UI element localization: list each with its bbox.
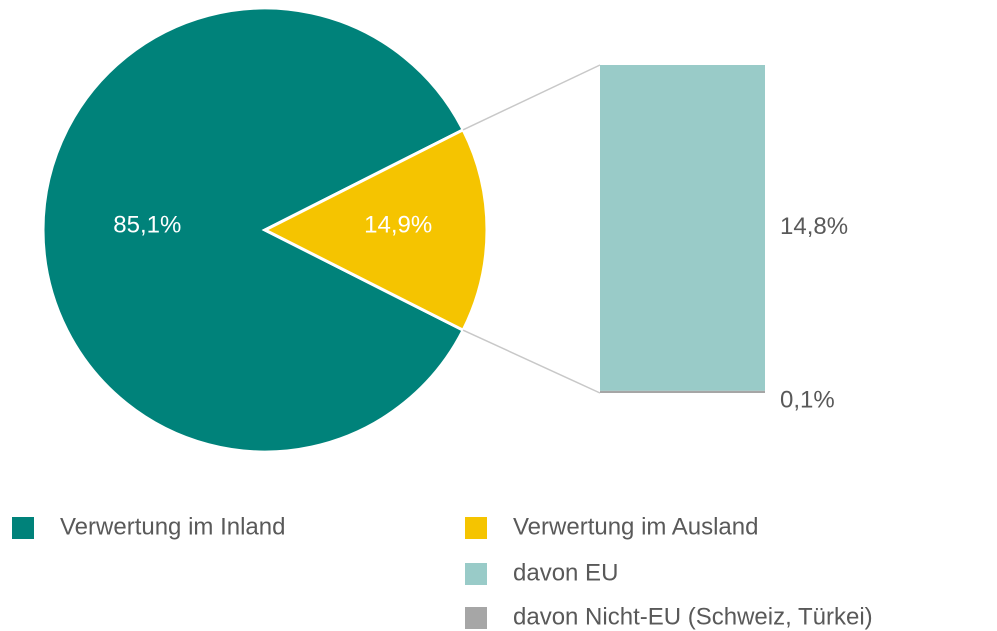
legend-swatch: [465, 517, 487, 539]
slice-label: 14,9%: [364, 211, 432, 238]
legend-label: davon Nicht-EU (Schweiz, Türkei): [513, 603, 873, 630]
legend-swatch: [465, 563, 487, 585]
pie-slice: [41, 6, 466, 454]
legend-swatch: [465, 607, 487, 629]
bar-label: 0,1%: [780, 386, 835, 413]
slice-label: 85,1%: [113, 211, 181, 238]
legend-label: Verwertung im Ausland: [513, 513, 758, 540]
bar-label: 14,8%: [780, 213, 848, 240]
legend-label: Verwertung im Inland: [60, 513, 285, 540]
bar-segment: [600, 65, 765, 391]
connector: [462, 64, 601, 131]
pie-slice: [261, 127, 489, 333]
connector: [462, 329, 601, 394]
legend-swatch: [12, 517, 34, 539]
bar-segment: [600, 390, 765, 393]
legend-label: davon EU: [513, 559, 618, 586]
